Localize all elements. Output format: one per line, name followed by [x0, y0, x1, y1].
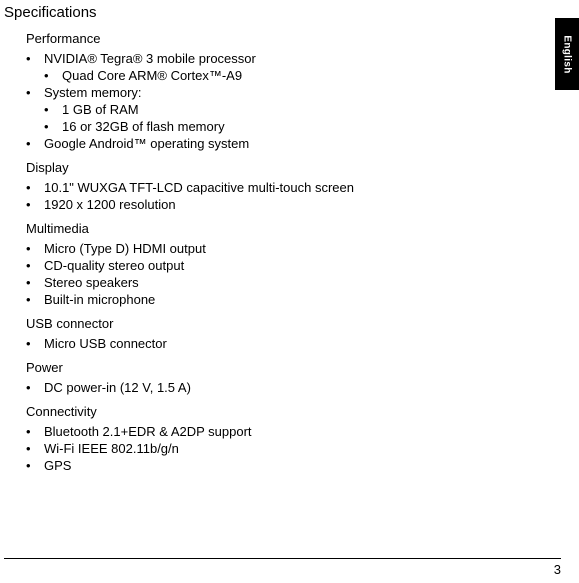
section-heading-usb: USB connector: [26, 316, 529, 331]
section-heading-performance: Performance: [26, 31, 529, 46]
section-heading-power: Power: [26, 360, 529, 375]
list-item: Stereo speakers: [26, 274, 529, 291]
list-item: Wi-Fi IEEE 802.11b/g/n: [26, 440, 529, 457]
list-item-text: Google Android™ operating system: [44, 136, 249, 151]
list-item-text: NVIDIA® Tegra® 3 mobile processor: [44, 51, 256, 66]
list-item: CD-quality stereo output: [26, 257, 529, 274]
list-item: NVIDIA® Tegra® 3 mobile processor Quad C…: [26, 50, 529, 84]
list-item-text: Quad Core ARM® Cortex™-A9: [62, 68, 242, 83]
page: English Specifications Performance NVIDI…: [0, 0, 579, 583]
list-item-text: System memory:: [44, 85, 142, 100]
list-item-text: GPS: [44, 458, 71, 473]
list-usb: Micro USB connector: [26, 335, 529, 352]
list-item: GPS: [26, 457, 529, 474]
list-item: Quad Core ARM® Cortex™-A9: [44, 67, 529, 84]
list-item-text: Bluetooth 2.1+EDR & A2DP support: [44, 424, 252, 439]
list-item: 1 GB of RAM: [44, 101, 529, 118]
section-heading-display: Display: [26, 160, 529, 175]
section-heading-multimedia: Multimedia: [26, 221, 529, 236]
list-item: 1920 x 1200 resolution: [26, 196, 529, 213]
list-display: 10.1" WUXGA TFT-LCD capacitive multi-tou…: [26, 179, 529, 213]
list-item: DC power-in (12 V, 1.5 A): [26, 379, 529, 396]
list-item: Bluetooth 2.1+EDR & A2DP support: [26, 423, 529, 440]
list-item-text: CD-quality stereo output: [44, 258, 184, 273]
list-item: 10.1" WUXGA TFT-LCD capacitive multi-tou…: [26, 179, 529, 196]
list-item: 16 or 32GB of flash memory: [44, 118, 529, 135]
sublist: 1 GB of RAM 16 or 32GB of flash memory: [44, 101, 529, 135]
list-item: Google Android™ operating system: [26, 135, 529, 152]
page-title: Specifications: [4, 4, 529, 21]
list-item-text: 1 GB of RAM: [62, 102, 139, 117]
list-item-text: 10.1" WUXGA TFT-LCD capacitive multi-tou…: [44, 180, 354, 195]
sublist: Quad Core ARM® Cortex™-A9: [44, 67, 529, 84]
list-item-text: DC power-in (12 V, 1.5 A): [44, 380, 191, 395]
list-performance: NVIDIA® Tegra® 3 mobile processor Quad C…: [26, 50, 529, 152]
content-area: Specifications Performance NVIDIA® Tegra…: [0, 4, 579, 474]
list-item-text: Micro (Type D) HDMI output: [44, 241, 206, 256]
list-item: Micro USB connector: [26, 335, 529, 352]
language-tab-label: English: [562, 35, 573, 73]
list-item: System memory: 1 GB of RAM 16 or 32GB of…: [26, 84, 529, 135]
list-connectivity: Bluetooth 2.1+EDR & A2DP support Wi-Fi I…: [26, 423, 529, 474]
language-tab: English: [555, 18, 579, 90]
list-item: Built-in microphone: [26, 291, 529, 308]
list-item-text: Stereo speakers: [44, 275, 139, 290]
list-item-text: Wi-Fi IEEE 802.11b/g/n: [44, 441, 179, 456]
section-heading-connectivity: Connectivity: [26, 404, 529, 419]
list-item-text: Built-in microphone: [44, 292, 155, 307]
list-item-text: 1920 x 1200 resolution: [44, 197, 176, 212]
page-number: 3: [554, 562, 561, 577]
list-item-text: Micro USB connector: [44, 336, 167, 351]
list-item: Micro (Type D) HDMI output: [26, 240, 529, 257]
list-item-text: 16 or 32GB of flash memory: [62, 119, 225, 134]
list-multimedia: Micro (Type D) HDMI output CD-quality st…: [26, 240, 529, 308]
list-power: DC power-in (12 V, 1.5 A): [26, 379, 529, 396]
footer-divider: [4, 558, 561, 559]
